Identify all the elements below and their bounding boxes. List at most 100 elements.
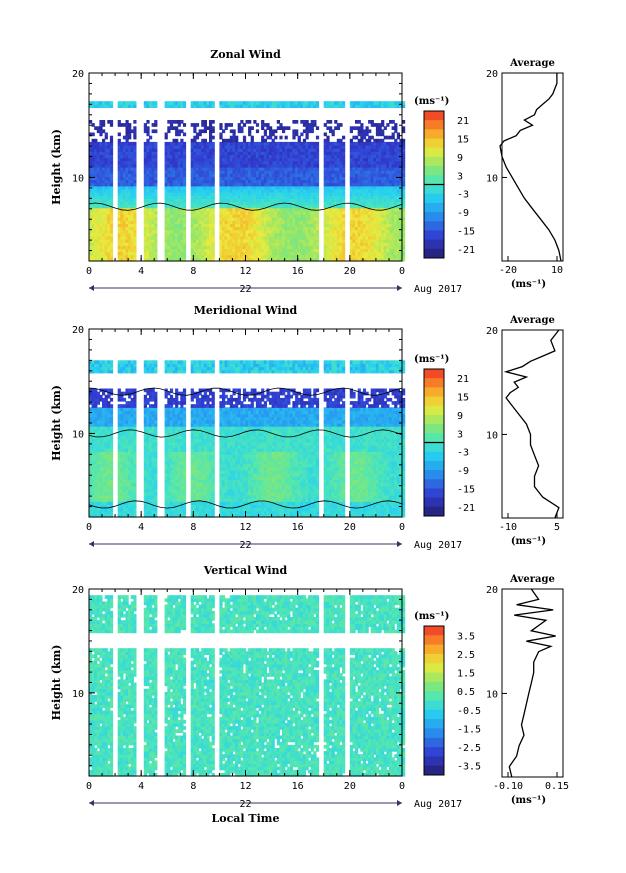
heatmap-cell	[177, 101, 181, 105]
heatmap-cell	[177, 251, 181, 256]
heatmap-cell	[190, 145, 194, 149]
heatmap-cell	[201, 141, 205, 146]
heatmap-cell	[99, 254, 103, 259]
heatmap-cell	[274, 176, 278, 181]
heatmap-cell	[175, 235, 179, 240]
heatmap-cell	[180, 120, 184, 124]
heatmap-cell	[229, 151, 233, 155]
heatmap-cell	[193, 232, 197, 237]
heatmap-cell	[102, 148, 106, 152]
heatmap-cell	[271, 248, 275, 253]
heatmap-cell	[117, 214, 121, 218]
heatmap-cell	[146, 138, 150, 143]
heatmap-cell	[203, 104, 207, 108]
heatmap-cell	[94, 138, 98, 143]
heatmap-cell	[211, 239, 215, 243]
heatmap-cell	[130, 204, 134, 209]
heatmap-cell	[235, 207, 239, 212]
heatmap-cell	[96, 163, 100, 168]
heatmap-cell	[107, 185, 111, 190]
heatmap-cell	[91, 229, 95, 234]
heatmap-cell	[169, 226, 174, 231]
heatmap-cell	[193, 145, 197, 149]
heatmap-cell	[96, 251, 100, 256]
heatmap-cell	[122, 101, 127, 105]
heatmap-cell	[94, 204, 98, 209]
heatmap-cell	[91, 123, 95, 127]
heatmap-cell	[224, 239, 228, 243]
heatmap-cell	[102, 163, 106, 168]
heatmap-cell	[117, 245, 121, 249]
heatmap-cell	[169, 104, 174, 108]
heatmap-cell	[133, 226, 137, 231]
heatmap-cell	[143, 195, 147, 199]
heatmap-cell	[130, 235, 134, 240]
heatmap-cell	[99, 170, 103, 174]
heatmap-cell	[102, 251, 106, 256]
heatmap-cell	[274, 220, 278, 224]
heatmap-cell	[146, 185, 150, 190]
heatmap-cell	[120, 123, 124, 127]
heatmap-cell	[232, 148, 236, 152]
heatmap-cell	[313, 120, 317, 124]
heatmap-cell	[143, 254, 147, 259]
heatmap-cell	[274, 185, 278, 190]
heatmap-cell	[130, 223, 134, 228]
heatmap-cell	[195, 104, 200, 108]
heatmap-cell	[203, 141, 207, 146]
heatmap-cell	[91, 188, 95, 193]
heatmap-cell	[240, 198, 244, 202]
heatmap-cell	[107, 182, 111, 187]
heatmap-cell	[198, 204, 202, 209]
heatmap-cell	[394, 123, 398, 127]
heatmap-cell	[250, 126, 254, 130]
heatmap-cell	[180, 248, 184, 253]
heatmap-cell	[274, 173, 278, 177]
heatmap-cell	[253, 229, 257, 234]
heatmap-cell	[201, 123, 205, 127]
heatmap-cell	[250, 232, 254, 237]
heatmap-cell	[125, 239, 129, 243]
heatmap-cell	[245, 151, 249, 155]
heatmap-cell	[120, 201, 124, 206]
heatmap-cell	[107, 163, 111, 168]
heatmap-cell	[237, 207, 241, 212]
heatmap-cell	[104, 135, 108, 140]
heatmap-cell	[120, 185, 124, 190]
heatmap-cell	[242, 167, 247, 171]
heatmap-cell	[237, 188, 241, 193]
heatmap-cell	[269, 176, 273, 181]
heatmap-cell	[109, 141, 114, 146]
heatmap-cell	[149, 145, 153, 149]
heatmap-cell	[143, 220, 147, 224]
heatmap-cell	[143, 245, 147, 249]
heatmap-cell	[253, 101, 257, 105]
heatmap-cell	[255, 192, 260, 196]
heatmap-cell	[248, 120, 252, 124]
heatmap-cell	[125, 173, 129, 177]
heatmap-cell	[245, 160, 249, 165]
heatmap-cell	[195, 185, 200, 190]
heatmap-cell	[104, 195, 108, 199]
heatmap-cell	[182, 154, 187, 159]
heatmap-cell	[193, 135, 197, 140]
heatmap-cell	[99, 120, 103, 124]
heatmap-cell	[227, 239, 231, 243]
heatmap-cell	[242, 198, 247, 202]
heatmap-cell	[190, 101, 194, 105]
heatmap-cell	[209, 239, 213, 243]
heatmap-cell	[227, 145, 231, 149]
heatmap-cell	[149, 229, 153, 234]
heatmap-cell	[219, 235, 223, 240]
heatmap-cell	[122, 254, 127, 259]
colorbar-tick-label: 21	[457, 116, 469, 127]
heatmap-cell	[146, 254, 150, 259]
heatmap-cell	[149, 188, 153, 193]
heatmap-cell	[250, 157, 254, 162]
heatmap-cell	[209, 157, 213, 162]
heatmap-cell	[182, 123, 187, 127]
heatmap-cell	[261, 223, 265, 228]
heatmap-cell	[180, 232, 184, 237]
heatmap-cell	[96, 210, 100, 215]
